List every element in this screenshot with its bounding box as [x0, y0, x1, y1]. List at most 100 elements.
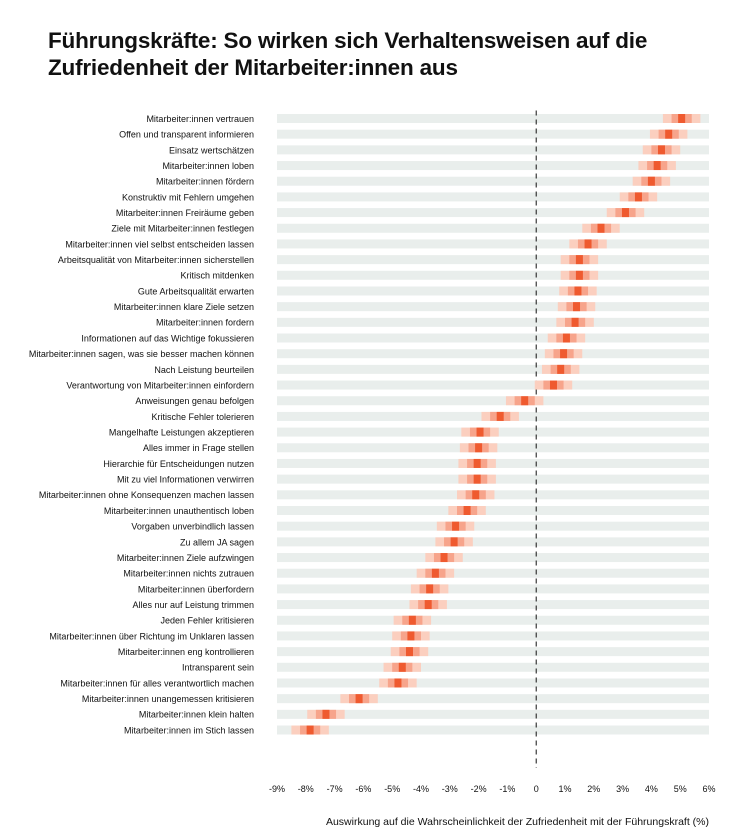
row-band [277, 208, 709, 218]
row-band [277, 709, 709, 719]
estimate-point [355, 694, 363, 704]
x-tick-label: 0 [534, 784, 539, 794]
x-tick-label: 1% [558, 784, 571, 794]
x-axis-label: Auswirkung auf die Wahrscheinlichkeit de… [325, 816, 709, 828]
category-label: Mitarbeiter:innen vertrauen [146, 114, 254, 124]
x-axis-tick-labels: -9% -8% -7% -6% -5% -4% -3% -2% -1% 0 1% 2% 3% 4% 5% 6% [269, 784, 716, 794]
estimate-point [634, 192, 642, 202]
estimate-point [575, 255, 583, 265]
estimate-point [521, 396, 529, 406]
x-tick-label: 6% [702, 784, 715, 794]
x-tick-label: -7% [327, 784, 343, 794]
category-label: Mitarbeiter:innen Freiräume geben [116, 208, 254, 218]
category-label: Offen und transparent informieren [119, 130, 254, 140]
interval-marks [291, 114, 701, 735]
row-band [277, 317, 709, 327]
estimate-point [574, 286, 582, 296]
x-tick-label: -6% [355, 784, 371, 794]
row-band [277, 537, 709, 547]
row-band [277, 584, 709, 594]
category-label: Ziele mit Mitarbeiter:innen festlegen [111, 224, 254, 234]
estimate-point [472, 490, 480, 500]
category-label: Verantwortung von Mitarbeiter:innen einf… [66, 380, 254, 390]
category-label: Mitarbeiter:innen loben [162, 161, 254, 171]
estimate-point [575, 270, 583, 280]
row-band [277, 506, 709, 515]
estimate-point [440, 553, 448, 563]
category-label: Anweisungen genau befolgen [135, 396, 254, 406]
x-tick-label: -9% [269, 784, 285, 794]
estimate-point [657, 145, 665, 155]
x-tick-label: 3% [616, 784, 629, 794]
x-tick-label: -8% [298, 784, 314, 794]
row-band [277, 129, 709, 139]
row-band [277, 396, 709, 406]
category-label: Konstruktiv mit Fehlern umgehen [122, 192, 254, 202]
estimate-point [463, 506, 471, 515]
estimate-point [322, 709, 330, 719]
category-label: Mitarbeiter:innen unauthentisch loben [104, 506, 254, 516]
category-label: Mitarbeiter:innen nichts zutrauen [123, 569, 254, 579]
estimate-point [678, 114, 686, 123]
category-label: Kritische Fehler tolerieren [151, 412, 254, 422]
estimate-point [571, 317, 579, 327]
estimate-point [647, 176, 655, 186]
row-band [277, 678, 709, 688]
estimate-point [597, 223, 605, 233]
category-label: Zu allem JA sagen [180, 537, 254, 547]
row-band [277, 615, 709, 625]
row-band [277, 223, 709, 233]
x-tick-label: -4% [413, 784, 429, 794]
estimate-point [573, 302, 581, 312]
row-band [277, 647, 709, 657]
chart-title: Führungskräfte: So wirken sich Verhalten… [48, 28, 648, 80]
estimate-point [665, 129, 673, 139]
category-label: Mit zu viel Informationen verwirren [117, 475, 254, 485]
estimate-point [496, 411, 504, 421]
category-label: Einsatz wertschätzen [169, 145, 254, 155]
category-label: Mitarbeiter:innen Ziele aufzwingen [117, 553, 254, 563]
row-band [277, 270, 709, 280]
category-label: Vorgaben unverbindlich lassen [131, 522, 254, 532]
x-tick-label: 2% [587, 784, 600, 794]
estimate-point [424, 600, 432, 610]
x-tick-label: 5% [674, 784, 687, 794]
row-band [277, 631, 709, 641]
x-tick-label: -3% [442, 784, 458, 794]
estimate-point [450, 537, 458, 547]
row-bands [277, 114, 709, 735]
estimate-point [621, 208, 629, 218]
category-label: Mitarbeiter:innen ohne Konsequenzen mach… [39, 490, 254, 500]
row-band [277, 600, 709, 610]
category-label: Intransparent sein [182, 663, 254, 673]
estimate-point [398, 662, 406, 672]
estimate-point [584, 239, 592, 249]
estimate-point [408, 615, 416, 625]
category-label: Mitarbeiter:innen überfordern [138, 584, 254, 594]
estimate-point [431, 568, 439, 578]
estimate-point [560, 349, 568, 359]
category-label: Mitarbeiter:innen über Richtung im Unkla… [49, 631, 254, 641]
row-band [277, 114, 709, 123]
row-band [277, 380, 709, 390]
category-label: Mitarbeiter:innen sagen, was sie besser … [29, 349, 254, 359]
estimate-point [475, 443, 483, 453]
estimate-point [557, 364, 565, 374]
category-label: Jeden Fehler kritisieren [160, 616, 254, 626]
category-label: Nach Leistung beurteilen [154, 365, 254, 375]
row-band [277, 553, 709, 563]
category-label: Mitarbeiter:innen klare Ziele setzen [114, 302, 254, 312]
category-label: Mitarbeiter:innen klein halten [139, 710, 254, 720]
x-tick-label: -5% [384, 784, 400, 794]
estimate-point [476, 427, 484, 437]
row-band [277, 364, 709, 374]
x-tick-label: 4% [645, 784, 658, 794]
row-band [277, 192, 709, 202]
row-band [277, 333, 709, 343]
estimate-point [452, 521, 460, 531]
category-label: Alles nur auf Leistung trimmen [132, 600, 254, 610]
category-label: Gute Arbeitsqualität erwarten [138, 286, 254, 296]
category-label: Mitarbeiter:innen fördern [156, 177, 254, 187]
estimate-point [549, 380, 557, 390]
